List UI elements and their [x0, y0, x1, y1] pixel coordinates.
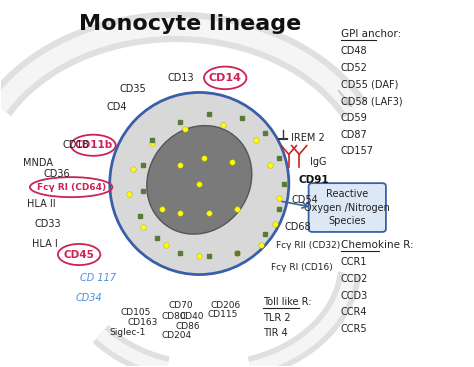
Text: CD86: CD86 — [175, 322, 200, 331]
Text: CCD2: CCD2 — [341, 274, 368, 284]
Text: CD54: CD54 — [291, 195, 318, 205]
Text: CD115: CD115 — [208, 310, 238, 319]
Text: IREM 2: IREM 2 — [291, 133, 325, 143]
Text: CD80: CD80 — [161, 312, 186, 321]
Text: CD4: CD4 — [107, 102, 127, 112]
Text: TlR 4: TlR 4 — [263, 328, 288, 338]
Text: CD 117: CD 117 — [80, 273, 116, 283]
Text: HLA I: HLA I — [32, 239, 58, 248]
Text: Monocyte lineage: Monocyte lineage — [79, 14, 301, 34]
Text: CD206: CD206 — [210, 301, 240, 310]
Text: CD14: CD14 — [209, 73, 242, 83]
Text: GPI anchor:: GPI anchor: — [341, 29, 401, 39]
Text: CD55 (DAF): CD55 (DAF) — [341, 79, 398, 90]
Text: Fcγ RI (CD64): Fcγ RI (CD64) — [36, 183, 106, 192]
Text: Reactive
Oxygen /Nitrogen
Species: Reactive Oxygen /Nitrogen Species — [304, 189, 390, 226]
Text: CD18: CD18 — [63, 140, 89, 150]
Text: CD68: CD68 — [284, 222, 311, 232]
Ellipse shape — [110, 92, 289, 275]
Text: Siglec-1: Siglec-1 — [109, 328, 146, 337]
Text: CD157: CD157 — [341, 146, 374, 156]
Text: CD45: CD45 — [64, 250, 95, 259]
Text: CD70: CD70 — [168, 301, 193, 310]
Text: CCR5: CCR5 — [341, 324, 367, 334]
Text: CD34: CD34 — [75, 293, 102, 303]
Text: MNDA: MNDA — [23, 159, 53, 168]
FancyBboxPatch shape — [309, 183, 386, 232]
Text: CD48: CD48 — [341, 46, 367, 56]
Text: CD36: CD36 — [44, 170, 71, 179]
Text: CD40: CD40 — [180, 312, 204, 321]
Text: CD91: CD91 — [298, 175, 329, 185]
Text: CD33: CD33 — [35, 219, 61, 229]
Text: CD52: CD52 — [341, 63, 367, 73]
Text: CD13: CD13 — [167, 73, 194, 83]
Text: CD163: CD163 — [128, 318, 158, 327]
Text: Fcγ RI (CD16): Fcγ RI (CD16) — [272, 263, 333, 272]
Text: CCR1: CCR1 — [341, 257, 367, 267]
Text: CD35: CD35 — [120, 84, 147, 94]
Text: CD59: CD59 — [341, 113, 367, 123]
Text: Toll like R:: Toll like R: — [263, 297, 311, 307]
Text: CCR4: CCR4 — [341, 308, 367, 317]
Text: IgG: IgG — [310, 157, 327, 167]
Text: CD87: CD87 — [341, 130, 367, 140]
Text: CD105: CD105 — [120, 308, 151, 317]
Text: CD11b: CD11b — [74, 140, 112, 150]
Text: CCD3: CCD3 — [341, 291, 368, 301]
Ellipse shape — [147, 126, 252, 234]
Text: CD204: CD204 — [162, 331, 192, 340]
Text: CD58 (LAF3): CD58 (LAF3) — [341, 96, 402, 106]
Text: TLR 2: TLR 2 — [263, 313, 291, 323]
Text: Fcγ RII (CD32): Fcγ RII (CD32) — [276, 241, 340, 250]
Text: Chemokine R:: Chemokine R: — [341, 240, 413, 250]
Text: HLA II: HLA II — [27, 199, 56, 208]
